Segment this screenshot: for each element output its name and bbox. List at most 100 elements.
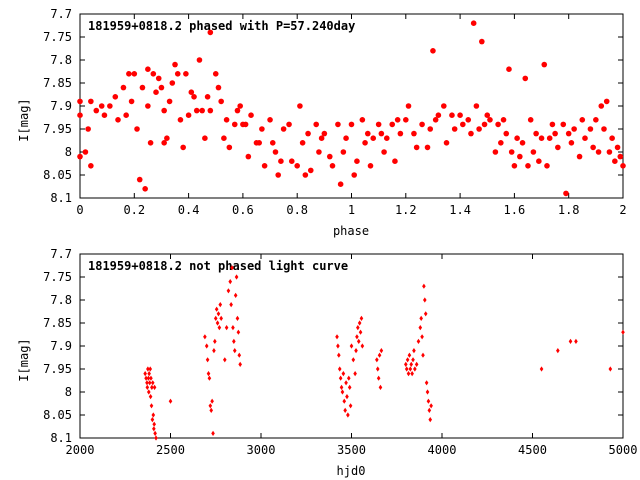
phased-data-point [392, 158, 398, 164]
unphased-data-point [212, 348, 216, 354]
phased-data-point [202, 135, 208, 141]
phased-data-point [397, 130, 404, 137]
phased-data-point [115, 117, 121, 123]
phased-data-point [427, 126, 434, 132]
phased-data-point [571, 126, 577, 132]
unphased-data-point [425, 389, 430, 395]
unphased-data-point [228, 279, 233, 285]
phased-data-point [248, 112, 254, 118]
unphased-data-point [168, 398, 173, 404]
unphased-data-point [143, 371, 147, 377]
unphased-data-point [421, 352, 425, 358]
unphased-data-point [414, 361, 419, 367]
phased-data-point [337, 181, 344, 187]
unphased-data-point [238, 361, 242, 367]
unphased-data-point [353, 371, 357, 377]
phased-data-point [565, 130, 572, 137]
unphased-data-point [574, 338, 578, 344]
phased-data-point [82, 149, 89, 155]
phased-data-point [256, 140, 262, 146]
phased-data-point [77, 153, 83, 160]
unphased-data-point [336, 343, 340, 349]
phased-x-tick-label: 1.8 [558, 203, 580, 217]
phased-data-point [147, 140, 154, 146]
phased-data-point [468, 130, 474, 137]
phased-data-point [609, 135, 615, 141]
unphased-data-point [148, 366, 153, 372]
phased-data-point [145, 103, 151, 109]
unphased-data-point [359, 315, 364, 321]
phased-data-point [123, 112, 129, 118]
phased-data-point [193, 107, 200, 114]
phased-data-point [541, 61, 548, 68]
unphased-y-tick-label: 8.1 [50, 431, 72, 445]
phased-data-point [579, 117, 586, 123]
phased-data-point [441, 103, 447, 109]
phased-data-point [351, 172, 358, 178]
unphased-data-point [146, 366, 150, 372]
unphased-data-point [427, 407, 432, 413]
unphased-x-axis-label: hjd0 [337, 464, 366, 478]
phased-data-point [457, 112, 463, 118]
phased-data-point [511, 163, 518, 169]
unphased-data-point [337, 366, 342, 372]
unphased-data-point [232, 338, 236, 344]
unphased-y-tick-label: 8 [65, 385, 72, 399]
unphased-data-point [218, 302, 223, 308]
phased-data-point [367, 163, 374, 169]
phased-data-point [145, 66, 151, 72]
unphased-x-tick-label: 3500 [337, 443, 366, 457]
unphased-y-tick-label: 7.75 [43, 270, 72, 284]
unphased-y-tick-label: 7.9 [50, 339, 72, 353]
unphased-data-point [406, 371, 411, 377]
phased-data-point [326, 153, 333, 160]
unphased-data-point [235, 315, 240, 321]
unphased-data-point [408, 366, 413, 372]
phased-data-point [563, 190, 569, 197]
phased-data-point [166, 98, 173, 105]
phased-data-point [576, 153, 583, 160]
phased-data-point [150, 71, 157, 77]
phased-data-point [492, 149, 499, 155]
phased-data-point [85, 126, 91, 132]
phased-data-point [231, 121, 238, 128]
phased-data-point [593, 117, 599, 123]
phased-data-point [188, 89, 195, 95]
phased-data-point [500, 117, 507, 123]
phased-data-point [378, 130, 385, 137]
phased-data-point [612, 158, 618, 164]
phased-x-tick-label: 0.2 [123, 203, 145, 217]
phased-data-point [560, 121, 567, 128]
phased-x-tick-label: 0.6 [232, 203, 254, 217]
unphased-data-point [148, 394, 153, 400]
unphased-data-point [216, 311, 221, 317]
phased-data-point [288, 158, 295, 164]
phased-data-point [245, 153, 252, 160]
unphased-data-point [349, 343, 354, 349]
phased-data-point [174, 71, 181, 77]
unphased-data-point [420, 334, 424, 340]
unphased-data-point [379, 348, 384, 354]
phased-data-point [508, 149, 515, 155]
phased-data-point [199, 107, 205, 114]
phased-data-point [568, 140, 575, 146]
phased-data-point [403, 117, 409, 123]
unphased-data-point [205, 357, 210, 363]
phased-data-point [204, 94, 211, 100]
phased-y-axis-label: I[mag] [17, 98, 31, 141]
unphased-data-point [208, 403, 213, 409]
unphased-data-point [424, 380, 429, 386]
phased-data-point [185, 112, 192, 118]
phased-data-point [158, 84, 165, 91]
phased-data-point [223, 117, 230, 123]
unphased-x-tick-label: 3000 [247, 443, 276, 457]
unphased-data-point [207, 375, 212, 381]
phased-data-point [582, 135, 588, 141]
unphased-data-point [338, 375, 343, 381]
unphased-data-point [214, 306, 219, 312]
unphased-x-tick-label: 2500 [156, 443, 185, 457]
unphased-data-point [145, 380, 149, 386]
unphased-data-point [423, 311, 428, 317]
unphased-data-point [211, 430, 215, 436]
phased-y-tick-label: 7.85 [43, 76, 72, 90]
